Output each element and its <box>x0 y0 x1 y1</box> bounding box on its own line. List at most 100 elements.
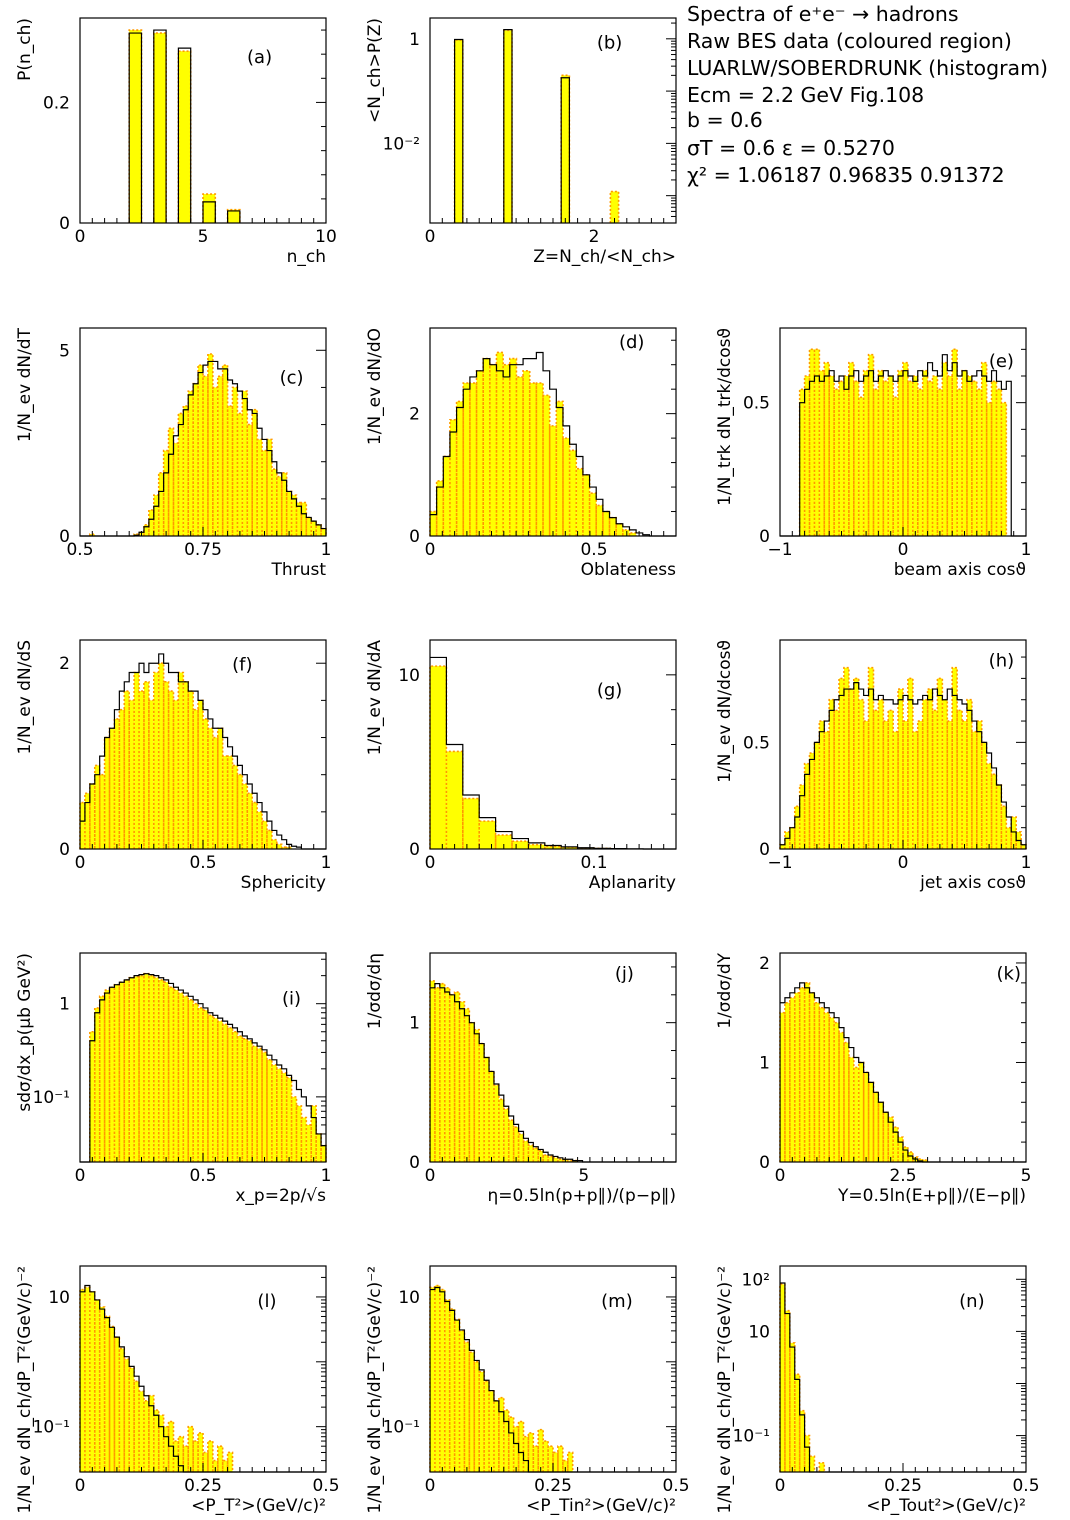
panel-d: 0 0.5 0 2 Oblateness 1/N_ev dN/dO (d) <box>365 327 677 580</box>
x-axis-label: Aplanarity <box>589 873 676 893</box>
data-bar <box>814 349 820 536</box>
panel-j: 0 5 0 1 η=0.5ln(p+p∥)/(p−p∥) 1/σdσ/dη (j) <box>365 952 677 1206</box>
x-tick-label: 0.5 <box>189 853 216 873</box>
data-bar <box>80 1289 85 1472</box>
data-bar <box>114 984 120 1162</box>
data-bar <box>543 395 550 536</box>
data-histogram-d <box>429 351 637 536</box>
data-bar <box>843 1042 849 1162</box>
data-histogram-f <box>79 662 293 849</box>
panel-tag: (c) <box>280 368 304 389</box>
x-tick-label: 0.1 <box>580 853 607 873</box>
mc-histogram-d <box>430 351 676 537</box>
data-bar <box>266 1059 272 1162</box>
data-bar <box>153 1410 159 1472</box>
data-bar <box>129 700 135 849</box>
y-tick-label: 10⁻¹ <box>33 1418 70 1438</box>
data-bar <box>1011 817 1017 849</box>
data-bar <box>784 1002 790 1162</box>
x-tick-label: −1 <box>767 853 792 873</box>
panel-tag: (k) <box>997 964 1021 985</box>
data-bar <box>912 376 918 536</box>
x-tick-label: 10 <box>315 227 337 247</box>
panel-c: 0.5 0.75 1 0 5 Thrust 1/N_ev dN/dT (c) <box>15 327 331 580</box>
data-bar <box>883 381 889 536</box>
data-bar <box>222 1024 228 1162</box>
data-bar <box>80 802 85 849</box>
data-outline <box>429 1284 574 1472</box>
data-bar <box>316 1133 322 1162</box>
data-bar <box>109 987 115 1162</box>
data-bar <box>94 765 100 849</box>
data-bar <box>227 406 233 536</box>
data-bar <box>479 1043 485 1162</box>
data-bar <box>203 1452 208 1472</box>
panel-k: 0 2.5 5 0 1 2 Y=0.5ln(E+p∥)/(E−p∥) 1/σdσ/dY (k) <box>715 952 1031 1206</box>
mc-line <box>780 354 1026 537</box>
data-bar <box>602 511 610 536</box>
data-bar <box>878 699 884 849</box>
data-bar <box>124 979 130 1162</box>
data-bar <box>971 731 977 849</box>
data-bar <box>207 1015 213 1162</box>
data-bar <box>922 1160 928 1162</box>
x-tick-label: 5 <box>1021 1166 1032 1186</box>
data-bar <box>257 439 263 536</box>
y-tick-label: 0 <box>409 527 420 547</box>
data-bar <box>281 1073 287 1162</box>
data-bar <box>498 1099 504 1162</box>
data-bar <box>291 495 297 536</box>
data-bar <box>183 996 189 1162</box>
data-bar <box>104 737 110 849</box>
plot-frame <box>79 17 327 224</box>
data-bar <box>443 456 450 536</box>
data-bar <box>898 689 903 849</box>
data-bar <box>878 1102 884 1162</box>
data-histogram-j <box>429 980 579 1162</box>
data-bar <box>804 982 810 1162</box>
data-bar <box>148 510 154 536</box>
data-bar <box>932 710 938 849</box>
data-bar <box>158 472 164 536</box>
data-bar <box>528 844 545 849</box>
data-bar <box>247 424 253 536</box>
header-line-sigma: σT = 0.6 ε = 0.5270 <box>687 136 895 160</box>
data-outline <box>779 1283 826 1472</box>
data-bar <box>912 731 918 849</box>
data-bar <box>947 376 953 536</box>
data-bar <box>252 802 258 849</box>
data-bar <box>212 1460 218 1472</box>
data-bar <box>557 1159 563 1162</box>
data-bar <box>163 1426 169 1472</box>
data-bar <box>193 383 199 536</box>
data-bar <box>858 397 864 536</box>
x-tick-label: 0.5 <box>312 1476 339 1496</box>
data-bar <box>173 990 179 1162</box>
data-bar <box>809 992 815 1162</box>
y-tick-label: 0 <box>759 840 770 860</box>
header-line-title: Spectra of e⁺e⁻ → hadrons <box>687 2 959 26</box>
x-tick-label: 1 <box>1021 540 1032 560</box>
data-bar <box>569 450 577 536</box>
data-bar <box>464 1008 470 1162</box>
data-bar <box>311 521 317 536</box>
data-bar <box>888 376 894 536</box>
data-bar <box>271 839 277 849</box>
data-bar <box>927 689 933 849</box>
data-bar <box>173 443 179 536</box>
data-bar <box>794 992 800 1162</box>
x-tick-label: 1 <box>321 540 332 560</box>
data-bar <box>296 502 302 536</box>
x-tick-label: 0 <box>898 853 909 873</box>
data-bar <box>903 1147 908 1162</box>
y-axis-label: 1/N_ev dN/dS <box>15 640 35 755</box>
data-bar <box>89 1031 95 1162</box>
data-bar <box>976 721 982 849</box>
data-bar <box>193 1003 199 1162</box>
x-tick-label: 0.75 <box>184 540 222 560</box>
data-bar <box>469 1352 475 1472</box>
data-bar <box>143 973 149 1162</box>
data-bar <box>99 774 105 849</box>
data-bar <box>907 678 913 849</box>
data-bar <box>281 847 287 849</box>
